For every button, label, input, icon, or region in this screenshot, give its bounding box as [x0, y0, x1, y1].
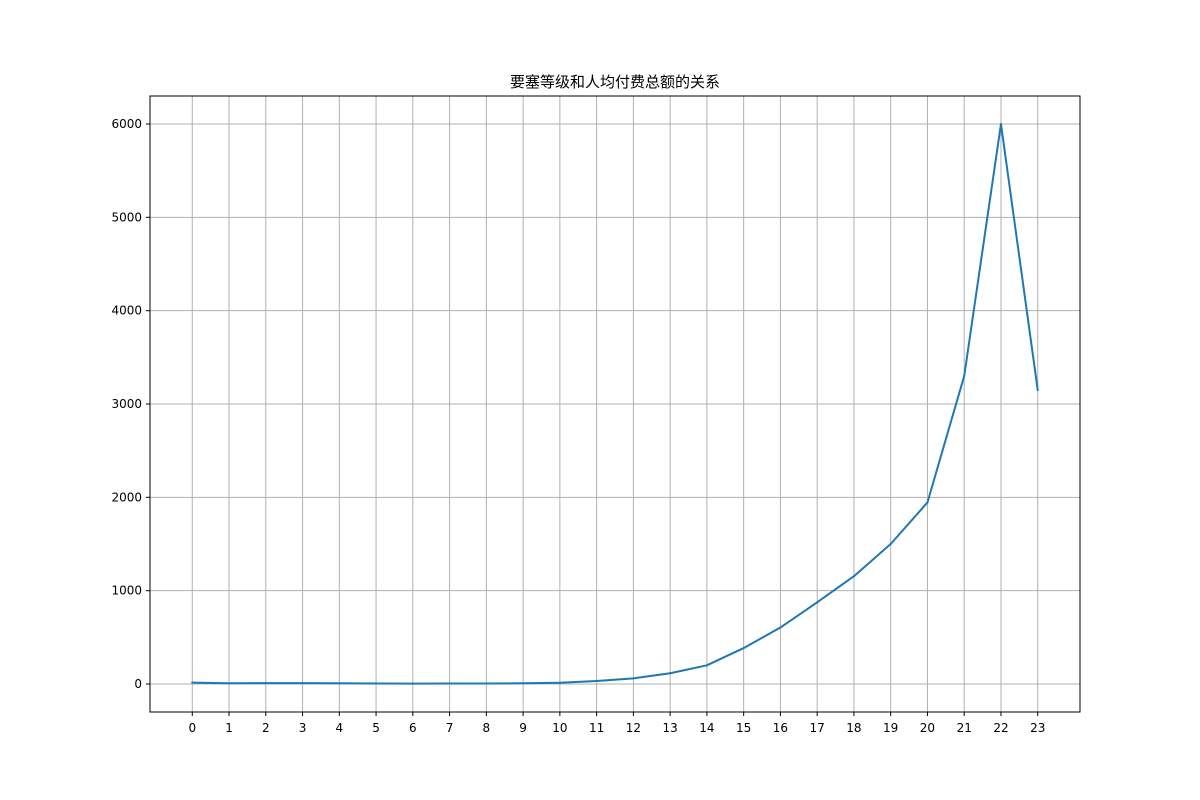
- y-tick-label: 5000: [111, 210, 142, 224]
- data-point: [191, 681, 194, 684]
- x-tick-label: 8: [483, 721, 491, 735]
- data-point: [301, 682, 304, 685]
- x-tick-label: 16: [773, 721, 788, 735]
- x-tick-label: 23: [1030, 721, 1045, 735]
- x-tick-label: 2: [262, 721, 270, 735]
- x-tick-label: 12: [626, 721, 641, 735]
- y-tick-label: 0: [134, 677, 142, 691]
- data-point: [742, 647, 745, 650]
- x-tick-label: 19: [883, 721, 898, 735]
- x-tick-label: 13: [662, 721, 677, 735]
- x-tick-label: 0: [188, 721, 196, 735]
- data-point: [669, 672, 672, 675]
- data-point: [558, 681, 561, 684]
- x-tick-label: 9: [519, 721, 527, 735]
- x-tick-label: 7: [446, 721, 454, 735]
- x-tick-label: 15: [736, 721, 751, 735]
- x-tick-label: 21: [957, 721, 972, 735]
- x-tick-label: 11: [589, 721, 604, 735]
- x-tick-label: 17: [810, 721, 825, 735]
- data-point: [852, 575, 855, 578]
- x-tick-label: 6: [409, 721, 417, 735]
- x-tick-label: 18: [846, 721, 861, 735]
- x-tick-label: 20: [920, 721, 935, 735]
- series-layer: [191, 123, 1039, 685]
- data-point: [816, 601, 819, 604]
- x-tick-label: 5: [372, 721, 380, 735]
- data-point: [375, 682, 378, 685]
- data-point: [522, 682, 525, 685]
- data-point: [632, 677, 635, 680]
- data-point: [338, 682, 341, 685]
- data-point: [926, 501, 929, 504]
- x-tick-label: 4: [335, 721, 343, 735]
- axis-layer: 0 1 2 3 4 5 6 7 8 9 10 11 12 13 14 15 16 17 18 19 20 21 22 2301…: [111, 117, 1045, 735]
- data-point: [963, 375, 966, 377]
- y-tick-label: 1000: [111, 584, 142, 598]
- x-tick-label: 1: [225, 721, 233, 735]
- x-tick-label: 14: [699, 721, 714, 735]
- data-point: [1036, 389, 1039, 391]
- y-tick-label: 4000: [111, 304, 142, 318]
- x-tick-label: 3: [299, 721, 307, 735]
- y-tick-label: 2000: [111, 490, 142, 504]
- chart-title: 要塞等级和人均付费总额的关系: [510, 73, 720, 91]
- x-tick-label: 22: [993, 721, 1008, 735]
- data-point: [411, 682, 414, 685]
- y-tick-label: 3000: [111, 397, 142, 411]
- data-point: [485, 682, 488, 685]
- data-point: [448, 682, 451, 685]
- series-line: [191, 123, 1039, 685]
- x-tick-label: 10: [552, 721, 567, 735]
- data-point: [705, 664, 708, 667]
- data-point: [264, 682, 267, 685]
- y-tick-label: 6000: [111, 117, 142, 131]
- data-point: [999, 123, 1002, 125]
- data-point: [595, 680, 598, 683]
- grid-lines: [150, 96, 1080, 712]
- data-point: [228, 682, 231, 685]
- data-point: [779, 626, 782, 629]
- data-point: [889, 543, 892, 545]
